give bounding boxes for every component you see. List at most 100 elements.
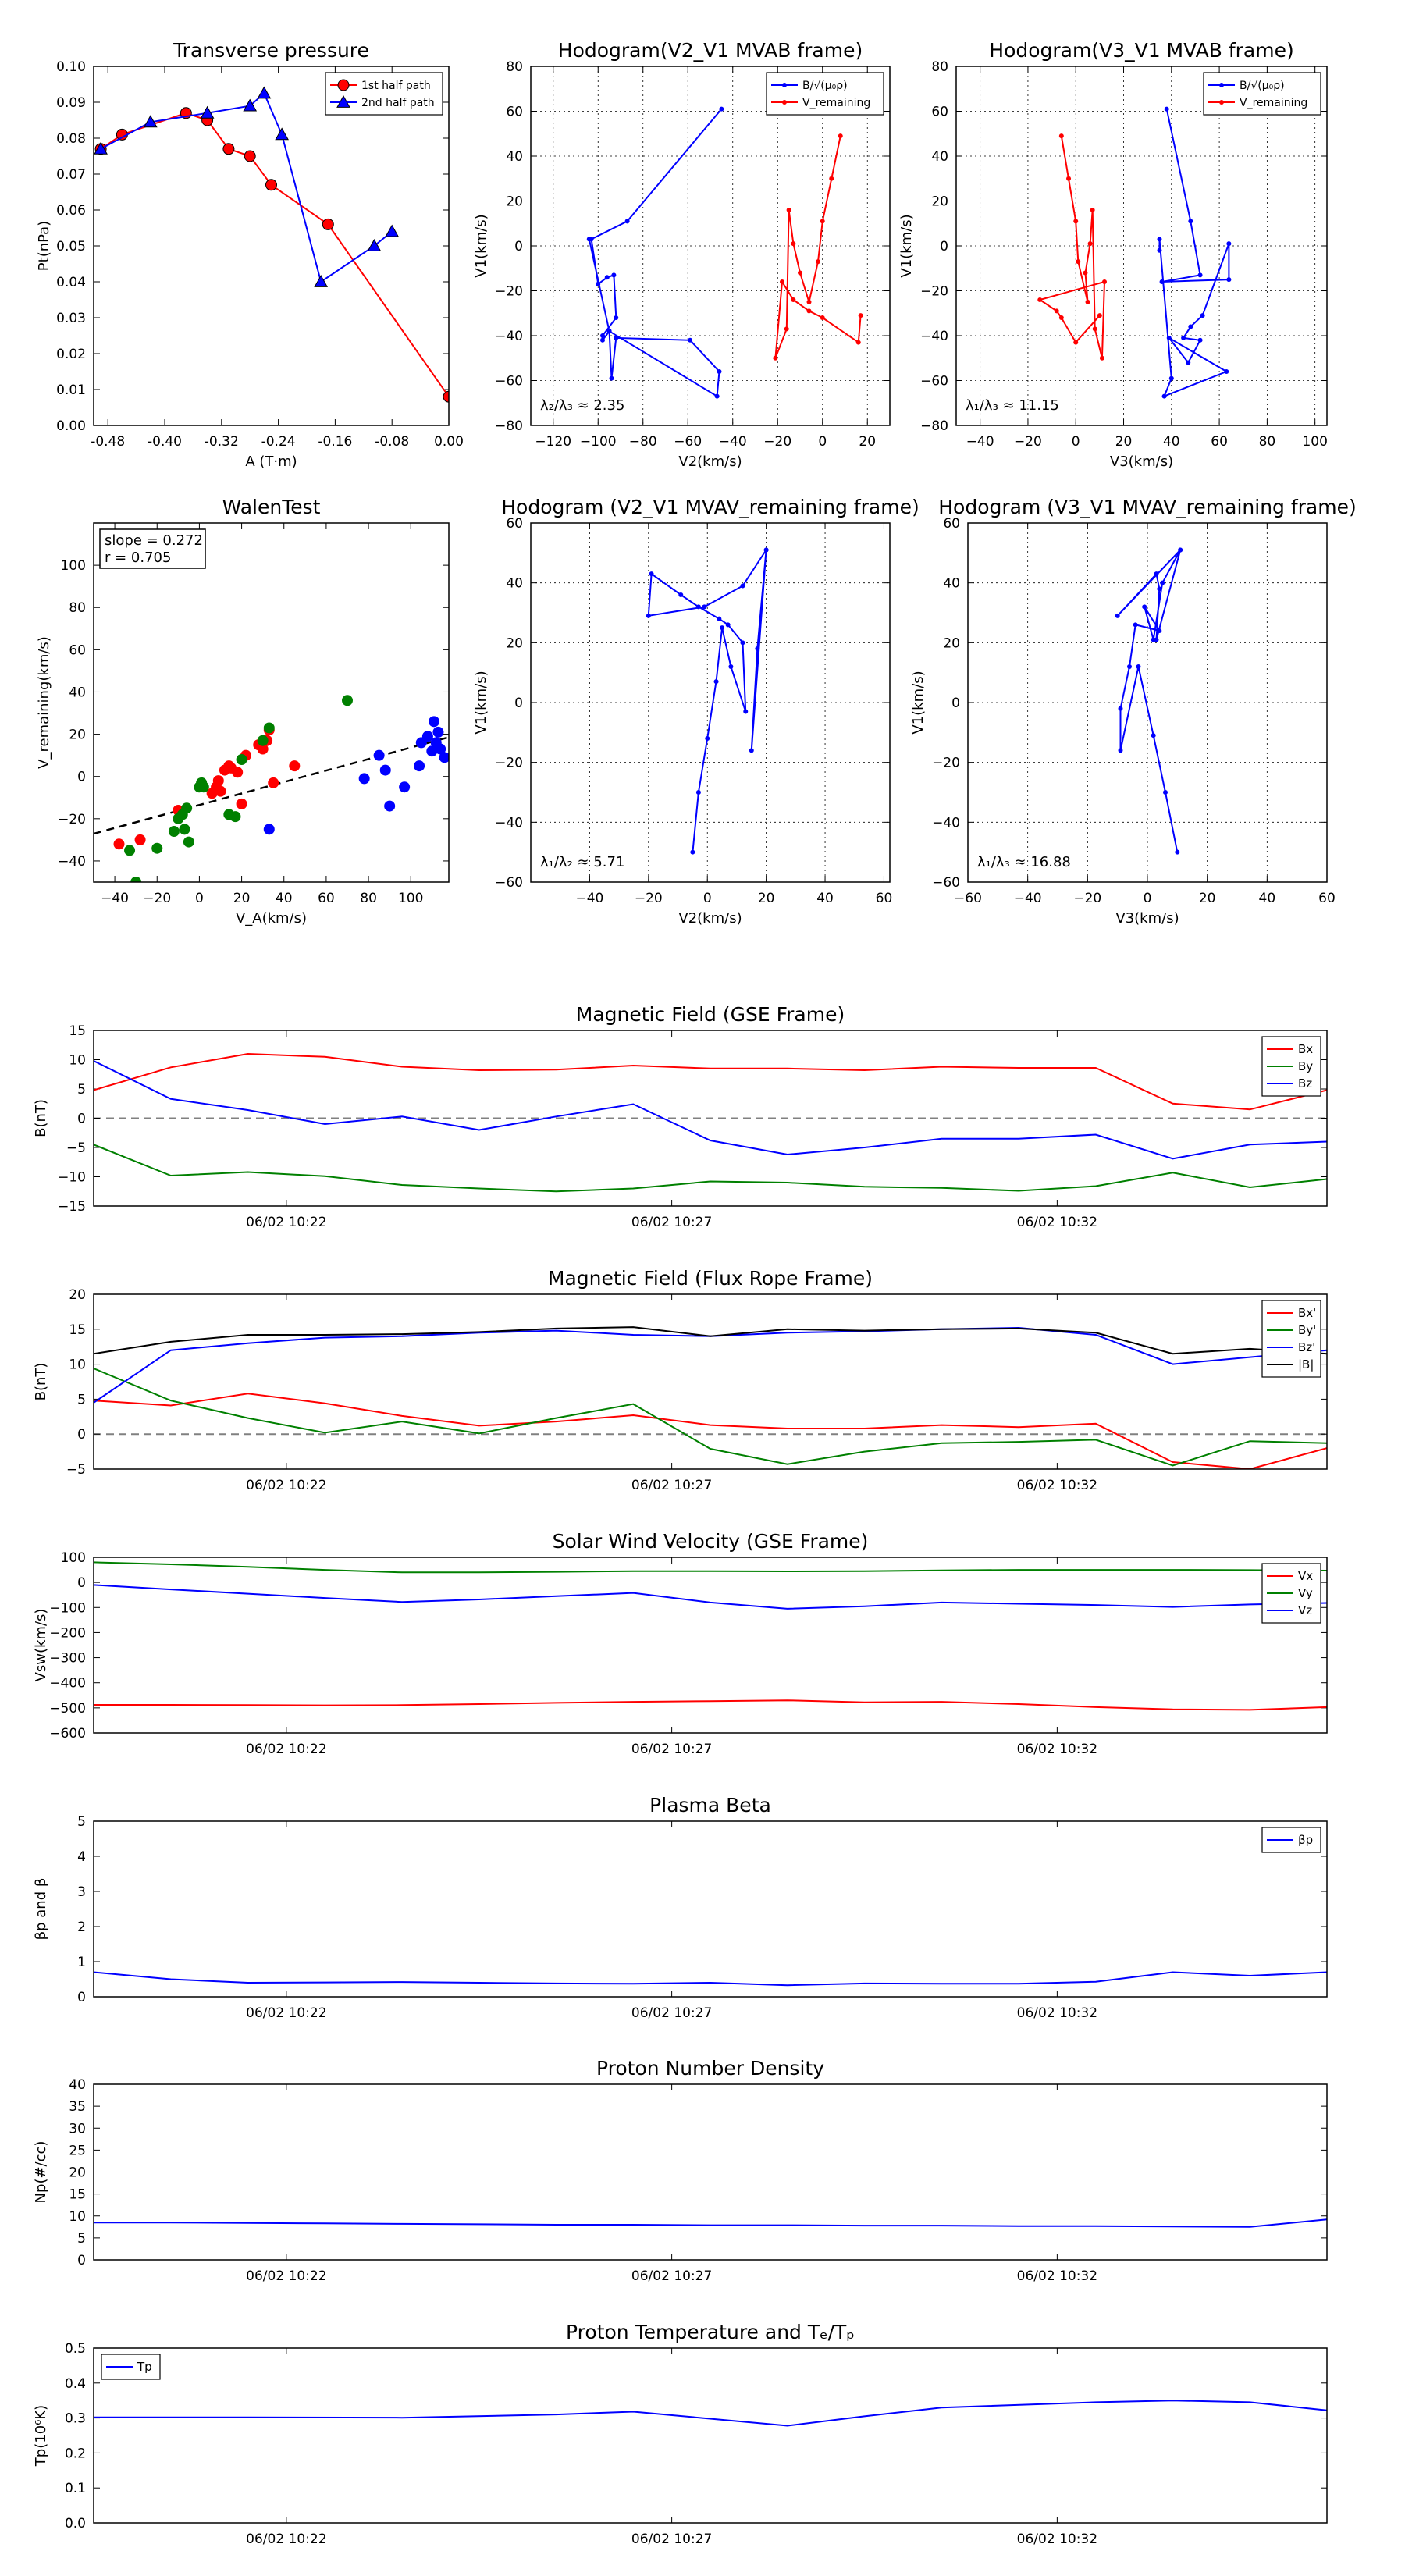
data-point [289,760,301,772]
x-tick-label: -0.24 [261,434,296,450]
data-point [1118,748,1123,753]
data-point [1197,272,1203,278]
plot-frame [530,66,891,426]
x-tick-label: 40 [276,891,293,906]
series-line-2 [94,1060,1327,1160]
y-tick-label: −60 [920,374,948,390]
legend-label: Bx' [1298,1306,1316,1320]
legend-label: βp [1298,1833,1313,1847]
series-line-3 [94,1326,1327,1355]
y-tick-label: 0.02 [56,347,86,362]
x-tick-label: 80 [360,891,377,906]
legend-label: By [1298,1059,1313,1073]
data-point [649,571,654,577]
data-point [1127,664,1132,669]
y-tick-label: −5 [66,1462,86,1478]
data-point [838,133,843,139]
data-point [714,393,720,399]
chart-title: Transverse pressure [173,39,369,62]
x-tick-label: 80 [1259,434,1276,450]
x-tick-label: 0 [1072,434,1080,450]
y-tick-label: 0.05 [56,239,86,254]
x-axis-label: A (T·m) [245,454,297,470]
y-tick-label: −60 [495,374,523,390]
y-tick-label: 0.08 [56,131,86,147]
y-tick-label: −60 [932,875,960,891]
data-point [791,241,796,247]
y-axis-label: Pt(nPa) [36,221,52,271]
x-tick-label: −40 [101,891,129,906]
data-point [806,299,812,304]
data-point [1175,849,1180,855]
x-tick-label: 06/02 10:32 [1017,2268,1097,2284]
legend-label: 1st half path [361,80,431,92]
chart-ts_np: 06/02 10:22 06/02 10:27 06/02 10:32 0 5 10 15 2… [33,2057,1328,2284]
data-point [399,781,411,793]
x-tick-label: 0 [703,891,712,906]
legend-box [1203,72,1321,116]
data-point [143,115,158,128]
y-tick-label: 0 [77,1990,86,2005]
data-point [1058,315,1064,320]
x-tick-label: 06/02 10:22 [246,2532,326,2547]
data-point [1151,637,1156,642]
series-line-1 [94,1144,1327,1193]
data-point [1188,219,1193,224]
series-line-0 [94,1052,1327,1111]
y-tick-label: −20 [58,812,86,827]
data-point [1054,308,1059,314]
data-point [367,238,382,251]
data-point [1178,547,1183,553]
series-line-1 [94,1561,1327,1574]
legend-label: Tp [137,2360,152,2374]
data-point [113,838,125,850]
annotation-line: r = 0.705 [105,550,171,566]
x-tick-label: 06/02 10:32 [1017,1742,1097,1757]
series-line-0 [94,1699,1327,1711]
data-point [263,722,275,734]
data-point [1136,664,1141,669]
series-group [94,1561,1327,1711]
chart-tp: -0.48 -0.40 -0.32 -0.24 -0.16 -0.08 0.00 0.00 0.… [36,39,464,470]
y-tick-label: −80 [920,418,948,434]
x-tick-label: 60 [318,891,335,906]
annotation-box [99,528,206,569]
data-point [1142,604,1147,610]
legend-box [766,72,884,116]
data-point [1083,270,1088,276]
y-tick-label: 35 [69,2099,86,2115]
chart-h4: −60 −40 −20 0 20 40 60−60−40−200204060Hodogram… [910,496,1357,927]
x-tick-label: −100 [580,434,617,450]
y-tick-label: 0 [940,239,948,254]
data-point [215,785,226,797]
legend-marker [337,79,350,91]
data-point [134,834,146,845]
data-point [179,824,190,835]
x-tick-label: -0.32 [205,434,239,450]
y-tick-label: 20 [69,2165,86,2181]
data-point [624,219,630,224]
x-tick-label: −60 [674,434,702,450]
chart-title: Proton Temperature and Tₑ/Tₚ [566,2321,855,2343]
data-point [791,297,796,302]
y-tick-label: −15 [58,1199,86,1215]
y-tick-label: −600 [49,1726,86,1742]
chart-ts_vsw: 06/02 10:22 06/02 10:27 06/02 10:32 −600 −50… [33,1530,1328,1757]
data-point [1058,133,1064,139]
y-axis-label: V1(km/s) [898,214,915,277]
data-point [439,752,449,763]
data-point [314,274,329,287]
data-point [596,281,601,286]
x-tick-label: 60 [1211,434,1228,450]
plot-frame [93,1557,1328,1734]
data-point [688,337,693,343]
series-group [1037,106,1232,399]
data-point [268,777,279,788]
y-tick-label: −300 [49,1651,86,1667]
data-point [1160,580,1165,585]
x-tick-label: −120 [535,434,571,450]
data-point [373,749,385,761]
y-tick-label: 0.0 [65,2516,86,2532]
legend-label: B/√(μ₀ρ) [802,80,848,92]
x-tick-label: 06/02 10:27 [631,1742,712,1757]
